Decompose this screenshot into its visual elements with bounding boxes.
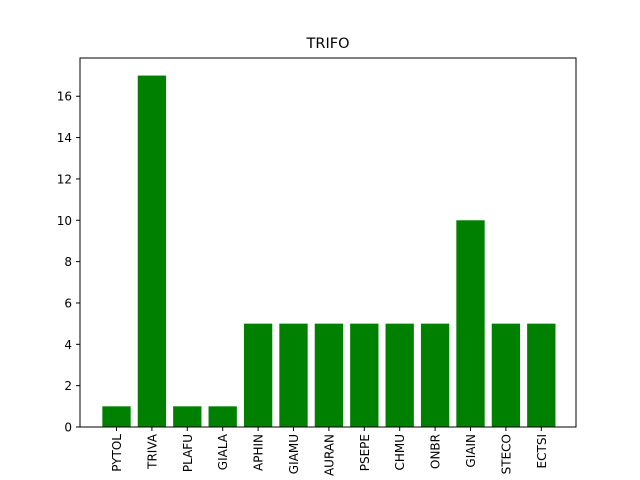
chart-title: TRIFO <box>306 36 350 52</box>
bar-chmu <box>385 323 414 427</box>
bar-onbr <box>420 323 450 427</box>
y-tick-label: 12 <box>57 172 72 186</box>
bars-group <box>102 75 556 427</box>
y-tick-label: 16 <box>57 90 72 104</box>
x-tick-label: APHIN <box>252 434 266 471</box>
y-tick-label: 14 <box>57 131 72 145</box>
bar-psepe <box>350 323 379 427</box>
bar-auran <box>314 323 344 427</box>
bar-aphin <box>243 323 273 427</box>
bar-giala <box>208 406 237 427</box>
x-tick-label: GIALA <box>216 433 230 470</box>
x-tick-label: ONBR <box>429 434 443 469</box>
x-tick-label: PSEPE <box>358 434 372 471</box>
bar-ectsi <box>527 323 556 427</box>
x-tick-label: ECTSI <box>535 434 549 468</box>
x-tick-label: GIAMU <box>287 434 301 474</box>
x-tick-label: GIAIN <box>464 434 478 468</box>
y-tick-label: 8 <box>64 255 72 269</box>
y-tick-label: 4 <box>64 338 72 352</box>
plot-frame <box>79 57 577 428</box>
bar-plafu <box>173 406 202 427</box>
y-tick-label: 0 <box>64 421 72 435</box>
y-tick-label: 6 <box>64 296 72 310</box>
bar-pytol <box>102 406 131 427</box>
x-tick-label: AURAN <box>322 434 336 476</box>
bar-giamu <box>279 323 308 427</box>
x-tick-label: STECO <box>499 434 513 474</box>
x-tick-label: CHMU <box>393 434 407 471</box>
x-tick-label: PLAFU <box>181 434 195 472</box>
x-tick-label: TRIVA <box>145 433 159 470</box>
bar-triva <box>137 75 167 427</box>
bar-steco <box>491 323 521 427</box>
y-tick-label: 10 <box>57 214 72 228</box>
bar-giain <box>456 220 485 427</box>
y-tick-label: 2 <box>64 379 72 393</box>
y-axis: 0 2 4 6 8 10 12 14 16 <box>57 90 80 435</box>
x-tick-label: PYTOL <box>110 434 124 472</box>
x-axis: PYTOL TRIVA PLAFU GIALA APHIN GIAMU AURAN PSEPE… <box>110 427 549 476</box>
